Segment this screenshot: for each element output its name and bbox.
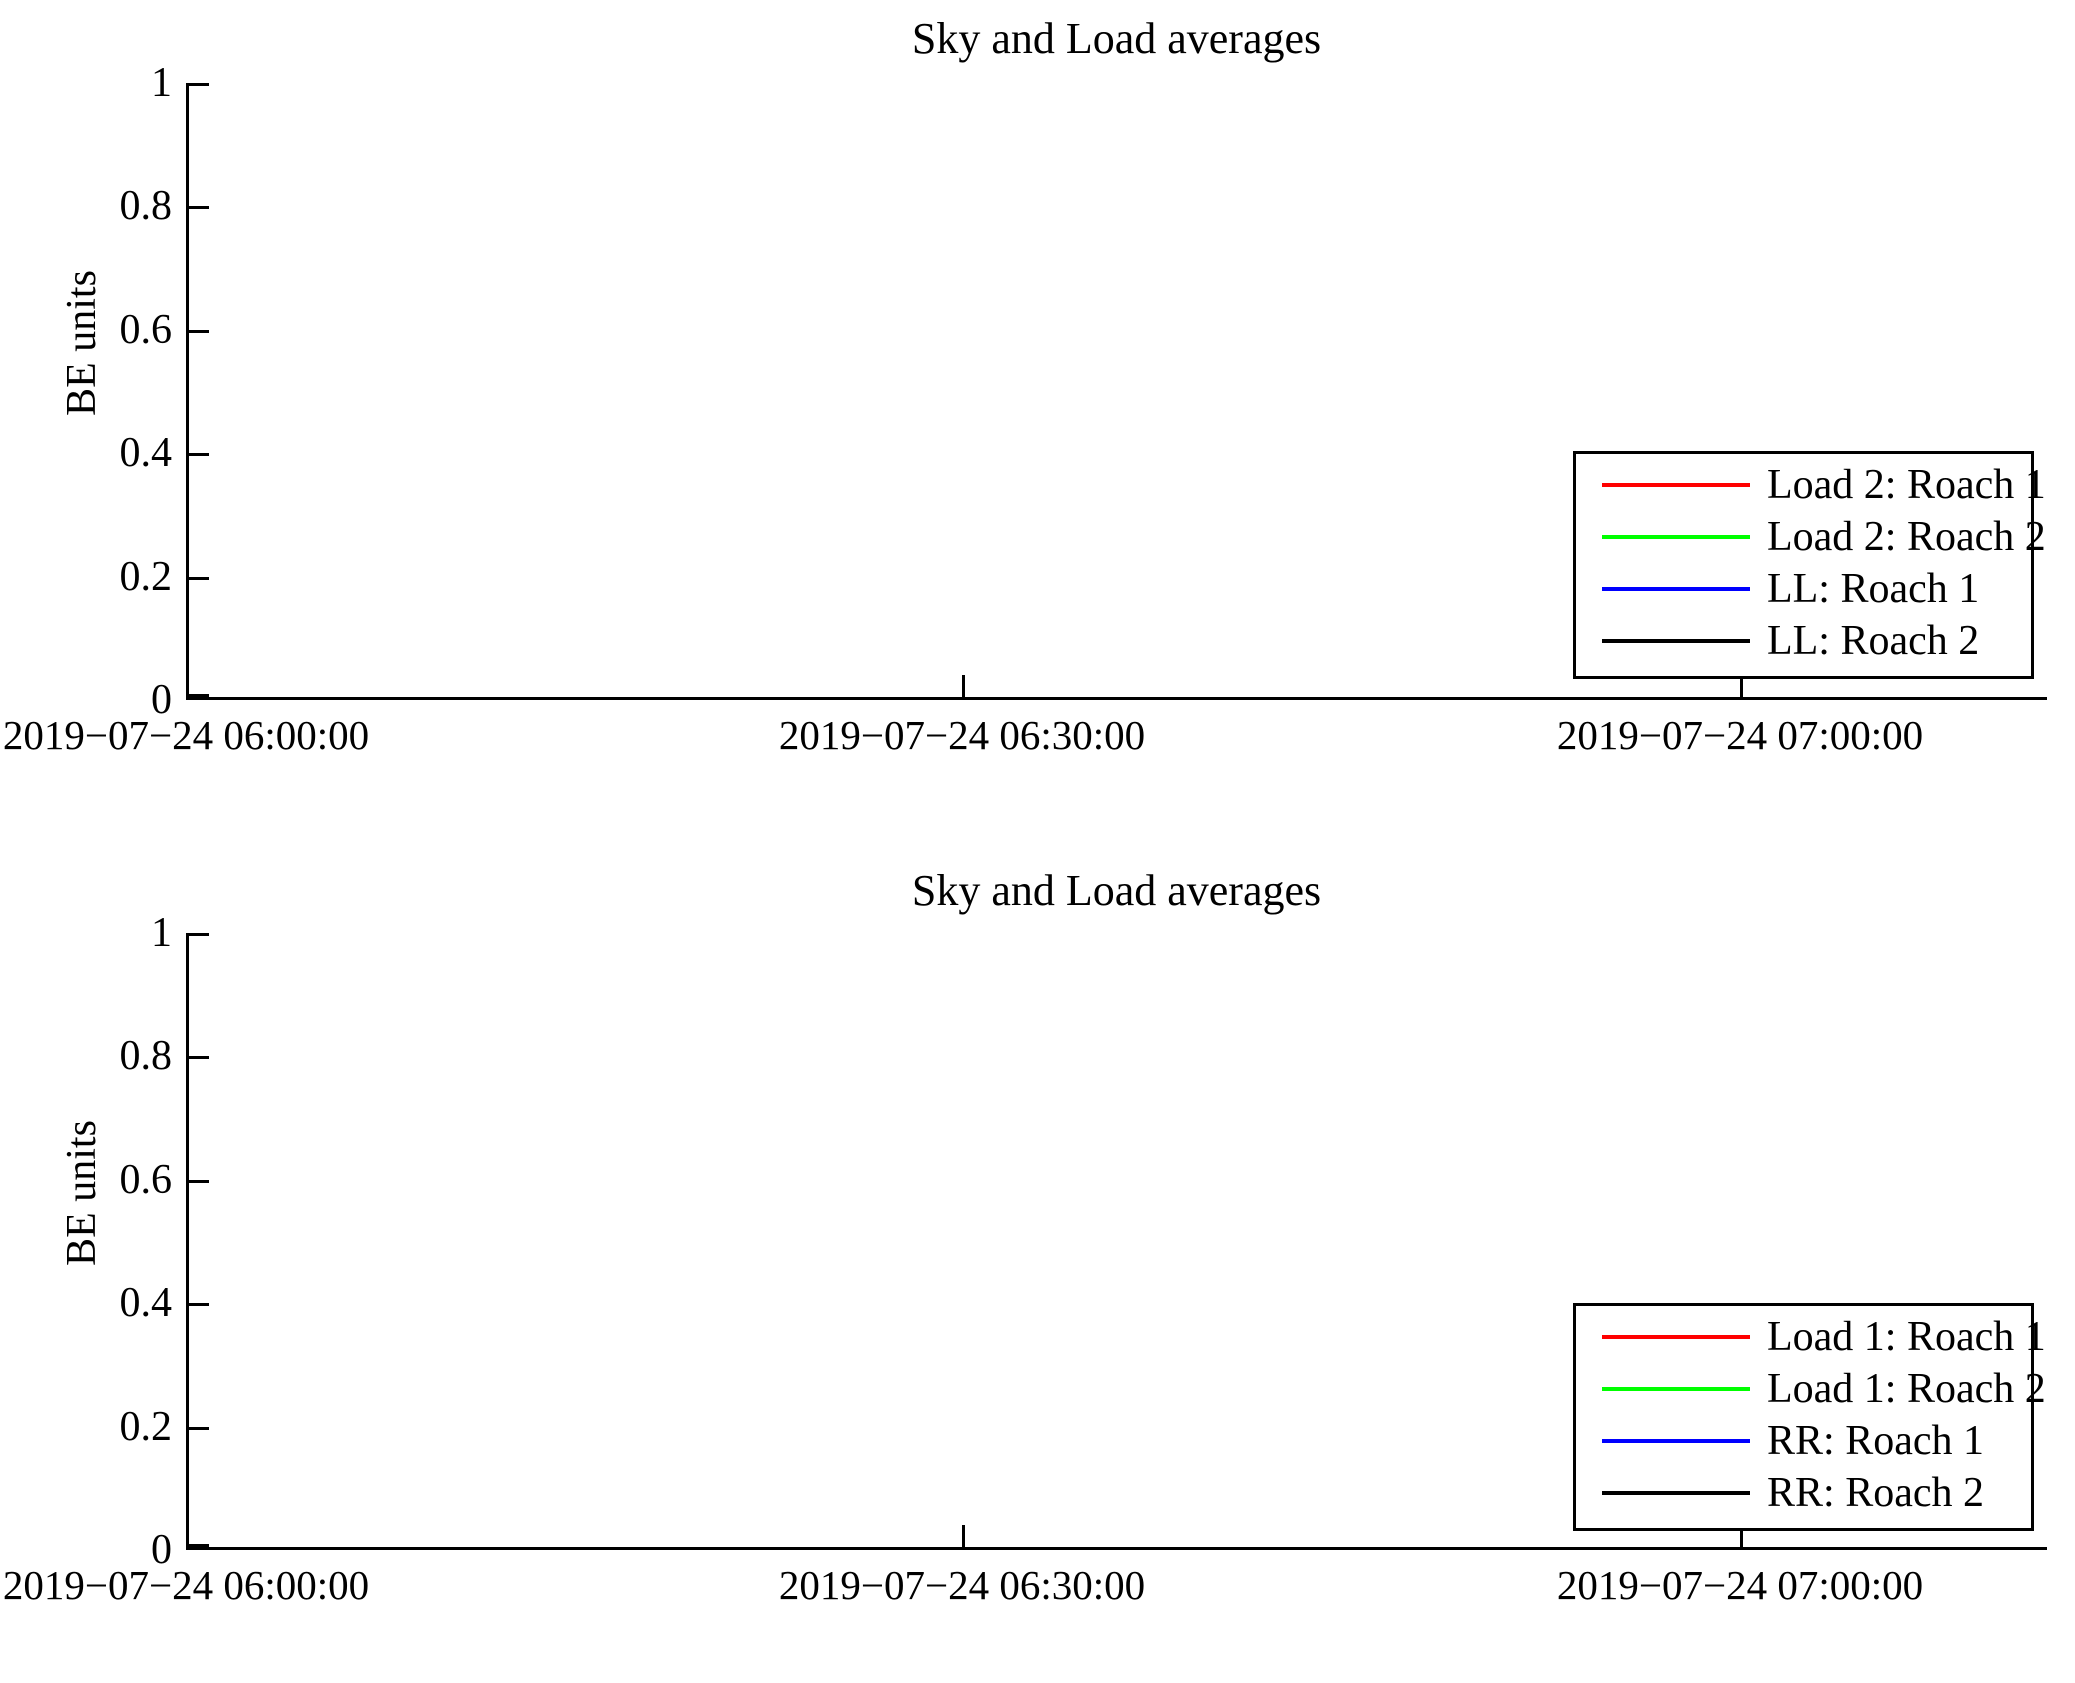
legend-entry: Load 1: Roach 1 bbox=[1602, 1316, 2046, 1358]
legend-label: LL: Roach 1 bbox=[1767, 566, 1980, 612]
legend-line-sample bbox=[1602, 587, 1750, 591]
legend-label: LL: Roach 2 bbox=[1767, 618, 1980, 664]
legend-entry: RR: Roach 2 bbox=[1602, 1472, 2031, 1514]
chart2-title: Sky and Load averages bbox=[911, 866, 1322, 915]
chart1-x-tick-label: 2019−07−24 06:00:00 bbox=[2, 712, 370, 758]
chart2-y-tick-label: 0.6 bbox=[119, 1157, 173, 1203]
legend-entry: LL: Roach 2 bbox=[1602, 620, 2031, 662]
y-tick-mark bbox=[189, 1303, 209, 1306]
chart1-y-tick-label: 0.4 bbox=[119, 430, 173, 476]
chart2-x-tick-label: 2019−07−24 06:00:00 bbox=[2, 1562, 370, 1608]
legend-label: Load 1: Roach 2 bbox=[1767, 1366, 2046, 1412]
legend-line-sample bbox=[1602, 483, 1750, 487]
chart2-y-tick-label: 0.8 bbox=[119, 1033, 173, 1079]
x-tick-mark bbox=[1740, 675, 1743, 697]
legend-line-sample bbox=[1602, 639, 1750, 643]
legend-entry: Load 2: Roach 2 bbox=[1602, 516, 2046, 558]
chart1-y-tick-label: 0.2 bbox=[119, 554, 173, 600]
legend-entry: Load 1: Roach 2 bbox=[1602, 1368, 2046, 1410]
legend-line-sample bbox=[1602, 535, 1750, 539]
legend-line-sample bbox=[1602, 1491, 1750, 1495]
y-tick-mark bbox=[189, 933, 209, 936]
y-tick-mark bbox=[189, 83, 209, 86]
legend-line-sample bbox=[1602, 1439, 1750, 1443]
x-tick-mark bbox=[1740, 1525, 1743, 1547]
legend-label: RR: Roach 2 bbox=[1767, 1470, 1984, 1516]
y-tick-mark bbox=[189, 1427, 209, 1430]
chart2-plot-area bbox=[186, 933, 2047, 1550]
y-tick-mark bbox=[189, 206, 209, 209]
x-tick-mark bbox=[962, 1525, 965, 1547]
chart1-y-tick-label: 0.6 bbox=[119, 307, 173, 353]
chart2-y-tick-label: 1 bbox=[151, 910, 172, 956]
chart1-plot-area bbox=[186, 83, 2047, 700]
y-tick-mark bbox=[189, 694, 209, 697]
legend-entry: Load 2: Roach 1 bbox=[1602, 464, 2046, 506]
y-tick-mark bbox=[189, 577, 209, 580]
chart2-x-tick-label: 2019−07−24 07:00:00 bbox=[1556, 1562, 1924, 1608]
x-tick-mark bbox=[962, 675, 965, 697]
legend-label: Load 1: Roach 1 bbox=[1767, 1314, 2046, 1360]
chart2-y-tick-label: 0.2 bbox=[119, 1404, 173, 1450]
chart2-y-axis-label: BE units bbox=[59, 1120, 105, 1266]
y-tick-mark bbox=[189, 330, 209, 333]
y-tick-mark bbox=[189, 1056, 209, 1059]
legend-entry: RR: Roach 1 bbox=[1602, 1420, 2031, 1462]
chart2-y-tick-label: 0.4 bbox=[119, 1280, 173, 1326]
chart1-y-tick-label: 1 bbox=[151, 60, 172, 106]
legend-entry: LL: Roach 1 bbox=[1602, 568, 2031, 610]
legend-label: Load 2: Roach 1 bbox=[1767, 462, 2046, 508]
legend-line-sample bbox=[1602, 1387, 1750, 1391]
y-tick-mark bbox=[189, 1180, 209, 1183]
legend-label: RR: Roach 1 bbox=[1767, 1418, 1984, 1464]
y-tick-mark bbox=[189, 1544, 209, 1547]
chart1-title: Sky and Load averages bbox=[911, 14, 1322, 63]
chart2-x-tick-label: 2019−07−24 06:30:00 bbox=[778, 1562, 1146, 1608]
chart1-x-tick-label: 2019−07−24 06:30:00 bbox=[778, 712, 1146, 758]
chart1-x-tick-label: 2019−07−24 07:00:00 bbox=[1556, 712, 1924, 758]
legend-line-sample bbox=[1602, 1335, 1750, 1339]
chart1-y-tick-label: 0.8 bbox=[119, 183, 173, 229]
chart1-legend: Load 2: Roach 1 Load 2: Roach 2 LL: Roac… bbox=[1573, 451, 2046, 679]
legend-label: Load 2: Roach 2 bbox=[1767, 514, 2046, 560]
chart2-y-tick-label: 0 bbox=[151, 1527, 172, 1573]
chart1-y-tick-label: 0 bbox=[151, 677, 172, 723]
y-tick-mark bbox=[189, 453, 209, 456]
chart1-y-axis-label: BE units bbox=[59, 270, 105, 416]
chart2-legend: Load 1: Roach 1 Load 1: Roach 2 RR: Roac… bbox=[1573, 1303, 2046, 1531]
